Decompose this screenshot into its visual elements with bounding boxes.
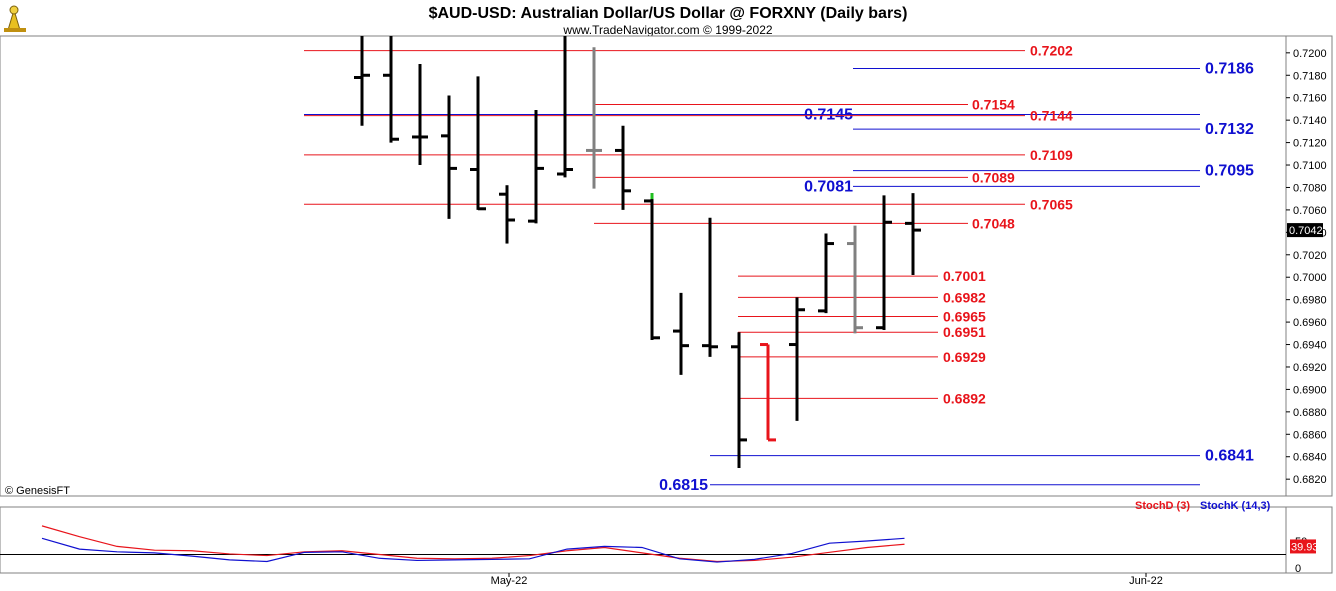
level-label-0.6929: 0.6929: [943, 349, 986, 365]
ohlc-bar: [528, 110, 544, 224]
ohlc-bar: [847, 225, 863, 334]
level-label-0.6892: 0.6892: [943, 390, 986, 406]
price-axis: 0.7200 0.7180 0.7160 0.7140 0.7120 0.7100 0.70…: [1286, 48, 1327, 486]
ohlc-bar: [586, 47, 602, 189]
level-label-0.7154: 0.7154: [972, 96, 1015, 112]
price-tick-label: 0.7000: [1293, 272, 1327, 284]
time-tick-label: May-22: [491, 575, 528, 587]
level-label-0.7186: 0.7186: [1205, 61, 1254, 78]
ohlc-bar: [354, 36, 370, 126]
price-tick-label: 0.7180: [1293, 70, 1327, 82]
level-label-0.7081: 0.7081: [804, 178, 853, 195]
stoch-tick-label: 0: [1295, 563, 1301, 575]
level-label-0.6841: 0.6841: [1205, 448, 1254, 465]
level-label-0.7202: 0.7202: [1030, 43, 1073, 59]
stoch-value-badge: [1290, 539, 1316, 554]
level-label-0.7109: 0.7109: [1030, 147, 1073, 163]
time-tick-label: Jun-22: [1129, 575, 1163, 587]
ohlc-bar: [789, 297, 805, 421]
price-tick-label: 0.7020: [1293, 250, 1327, 262]
ohlc-bar: [760, 343, 776, 442]
ohlc-bar: [383, 36, 399, 143]
last-price-label: 0.7042: [1289, 225, 1323, 237]
price-tick-label: 0.6900: [1293, 384, 1327, 396]
level-label-0.7132: 0.7132: [1205, 121, 1254, 138]
price-tick-label: 0.7200: [1293, 48, 1327, 60]
last-price-badge: [1287, 223, 1323, 238]
price-axis-frame: [1285, 35, 1333, 497]
ohlc-bar: [818, 233, 834, 314]
stoch-series-line: [41, 537, 905, 563]
chart-title: $AUD-USD: Australian Dollar/US Dollar @ …: [429, 5, 908, 22]
time-axis: May-22 Jun-22: [491, 573, 1163, 587]
price-tick-label: 0.6820: [1293, 474, 1327, 486]
price-tick-label: 0.7100: [1293, 160, 1327, 172]
price-tick-label: 0.6940: [1293, 340, 1327, 352]
level-label-0.6815: 0.6815: [659, 477, 708, 494]
stoch-series-line: [41, 525, 905, 563]
ohlc-bar: [557, 36, 573, 178]
price-tick-label: 0.6880: [1293, 407, 1327, 419]
ohlc-bar: [441, 95, 457, 219]
price-tick-label: 0.6860: [1293, 429, 1327, 441]
trade-navigator-logo: [4, 5, 26, 32]
level-label-0.7065: 0.7065: [1030, 196, 1073, 212]
ohlc-bar: [499, 185, 515, 244]
stoch-legend-entry: StochD (3): [1135, 500, 1190, 512]
ohlc-bar: [673, 292, 689, 375]
ohlc-bar: [412, 64, 428, 166]
levels-layer: 0.7202 0.7186 0.7154 0.7145 0.7144 0.7132 0.71…: [304, 43, 1254, 494]
price-tick-label: 0.7060: [1293, 205, 1327, 217]
level-label-0.6982: 0.6982: [943, 289, 986, 305]
ohlc-bar: [615, 125, 631, 210]
stoch-axis-frame: [1285, 506, 1333, 574]
price-tick-label: 0.7120: [1293, 138, 1327, 150]
ohlc-bar: [470, 76, 486, 211]
level-label-0.6951: 0.6951: [943, 324, 986, 340]
level-label-0.7048: 0.7048: [972, 215, 1015, 231]
price-pane-frame: [0, 35, 1287, 497]
level-label-0.7144: 0.7144: [1030, 108, 1073, 124]
price-tick-label: 0.7080: [1293, 182, 1327, 194]
price-tick-label: 0.6980: [1293, 295, 1327, 307]
price-tick-label: 0.6840: [1293, 452, 1327, 464]
stoch-legend-entry: StochK (14,3): [1200, 500, 1271, 512]
ohlc-bar: [702, 217, 718, 357]
stoch-pane-frame: [0, 506, 1287, 574]
price-tick-label: 0.7160: [1293, 93, 1327, 105]
level-label-0.7001: 0.7001: [943, 268, 986, 284]
level-label-0.6965: 0.6965: [943, 308, 986, 324]
level-label-0.7095: 0.7095: [1205, 163, 1254, 180]
ohlc-bar: [731, 332, 747, 468]
ohlc-bar: [644, 193, 660, 341]
copyright-label: © GenesisFT: [5, 485, 70, 497]
bars-layer: [354, 36, 921, 468]
level-label-0.7145: 0.7145: [804, 107, 853, 124]
stoch-value-label: 39.93: [1291, 541, 1319, 553]
level-label-0.7089: 0.7089: [972, 169, 1015, 185]
ohlc-bar: [905, 193, 921, 275]
price-tick-label: 0.7140: [1293, 115, 1327, 127]
ohlc-bar: [876, 195, 892, 330]
price-tick-label: 0.6960: [1293, 317, 1327, 329]
price-tick-label: 0.6920: [1293, 362, 1327, 374]
chart-subtitle: www.TradeNavigator.com © 1999-2022: [562, 23, 772, 37]
